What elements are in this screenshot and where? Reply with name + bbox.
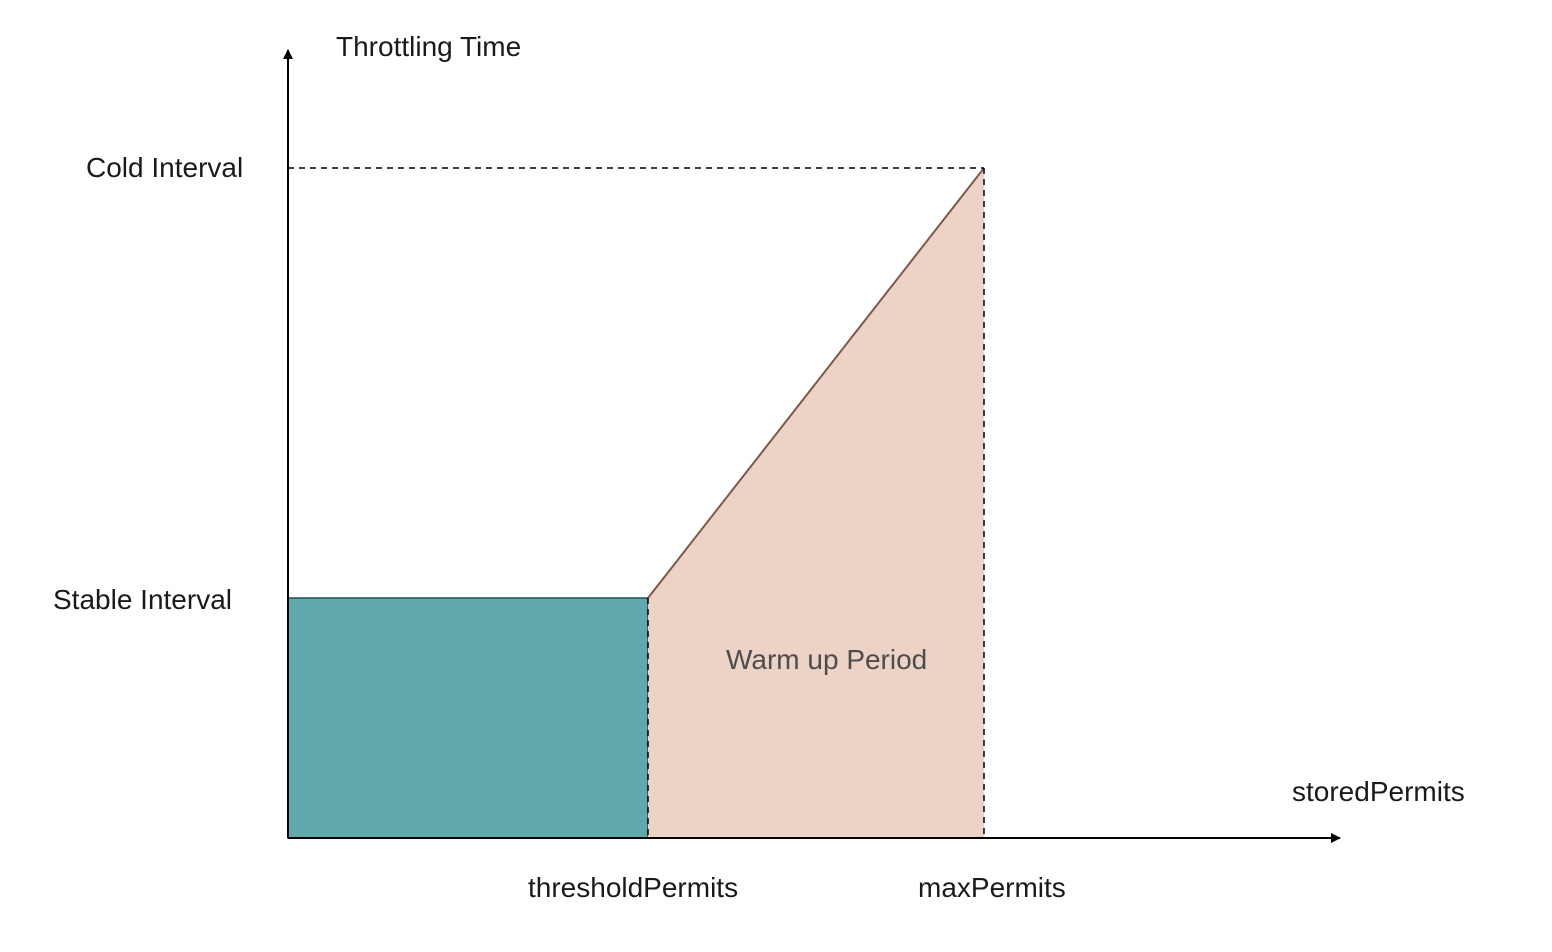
- y-axis-label: Throttling Time: [336, 31, 521, 62]
- stable-region: [287, 597, 649, 839]
- warmup-slope-line: [647, 167, 985, 599]
- x-axis-label: storedPermits: [1292, 776, 1465, 807]
- warmup-period-label: Warm up Period: [726, 644, 927, 675]
- max-permits-label: maxPermits: [918, 872, 1066, 903]
- warmup-region: [648, 168, 984, 838]
- cold-interval-label: Cold Interval: [86, 152, 243, 183]
- stable-interval-label: Stable Interval: [53, 584, 232, 615]
- threshold-permits-label: thresholdPermits: [528, 872, 738, 903]
